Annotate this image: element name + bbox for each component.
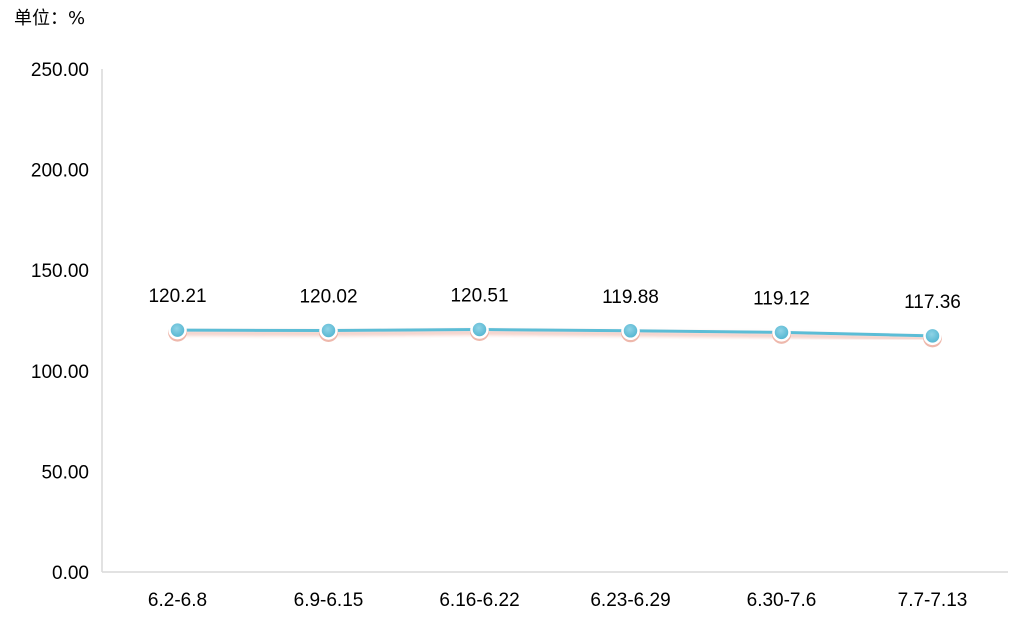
y-tick-label: 200.00 xyxy=(31,161,89,182)
unit-label: 单位：% xyxy=(14,8,85,29)
data-label: 119.88 xyxy=(602,287,659,308)
data-point xyxy=(772,323,791,342)
x-tick-label: 6.16-6.22 xyxy=(439,590,519,611)
x-tick-label: 7.7-7.13 xyxy=(898,590,968,611)
x-tick-label: 6.23-6.29 xyxy=(590,590,670,611)
x-tick-label: 6.9-6.15 xyxy=(294,590,364,611)
data-point xyxy=(319,321,338,340)
series-line-group xyxy=(176,328,934,338)
data-label: 117.36 xyxy=(904,292,961,313)
data-point xyxy=(470,320,489,339)
y-axis: 0.00 50.00 100.00 150.00 200.00 250.00 xyxy=(31,60,103,584)
series-line xyxy=(176,328,934,338)
x-tick-label: 6.30-7.6 xyxy=(747,590,817,611)
data-label: 120.21 xyxy=(148,286,206,307)
y-tick-label: 100.00 xyxy=(31,362,89,383)
data-point xyxy=(168,320,187,340)
y-tick-label: 50.00 xyxy=(41,462,89,483)
y-tick-label: 150.00 xyxy=(31,261,89,282)
data-point xyxy=(621,321,640,341)
x-axis: 6.2-6.8 6.9-6.15 6.16-6.22 6.23-6.29 6.30-7.… xyxy=(102,571,1008,611)
y-tick-label: 0.00 xyxy=(52,563,89,584)
data-markers xyxy=(168,320,942,348)
data-point xyxy=(923,326,942,346)
y-tick-label: 250.00 xyxy=(31,60,89,81)
x-tick-label: 6.2-6.8 xyxy=(148,590,207,611)
data-label: 120.02 xyxy=(299,287,357,308)
data-label: 119.12 xyxy=(753,288,810,309)
data-label: 120.51 xyxy=(450,286,508,307)
data-labels: 120.21 120.02 120.51 119.88 119.12 117.36 xyxy=(148,286,960,313)
